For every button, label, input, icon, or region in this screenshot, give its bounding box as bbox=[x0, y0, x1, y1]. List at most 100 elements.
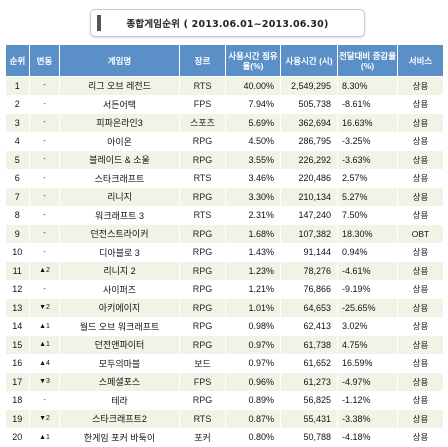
table-row[interactable]: 1- 리그 오브 레전드 RTS 40.00% 2,549,295 8.30% 상용 bbox=[5, 76, 444, 96]
rank-cell: 11 bbox=[5, 261, 30, 281]
hours-cell: 107,382 bbox=[280, 224, 338, 244]
game-name-cell: 테라 bbox=[59, 391, 180, 410]
column-header-hours[interactable]: 사용시간 (시) bbox=[280, 44, 338, 77]
rank-change-cell: - bbox=[29, 391, 60, 410]
change-rate-cell: 16.63% bbox=[337, 113, 398, 133]
table-row[interactable]: 16 ▲4 모두의마블 보드 0.97% 61,652 16.59% 상용 bbox=[5, 354, 444, 373]
table-row[interactable]: 9- 던전스트라이커 RPG 1.68% 107,382 18.30% OBT bbox=[5, 224, 444, 244]
rank-cell: 13 bbox=[5, 298, 30, 318]
table-row[interactable]: 11 ▲2 리니지 2 RPG 1.23% 78,276 -4.61% 상용 bbox=[5, 261, 444, 281]
hours-cell: 78,276 bbox=[280, 261, 338, 281]
hours-cell: 61,652 bbox=[280, 354, 338, 373]
title-accent-bar bbox=[97, 15, 101, 31]
rank-cell: 4 bbox=[5, 132, 30, 151]
table-row[interactable]: 5- 블레이드 & 소울 RPG 3.55% 226,292 -3.63% 상용 bbox=[5, 150, 444, 170]
rank-change-cell: - bbox=[29, 76, 60, 96]
column-header-share[interactable]: 사용시간 점유율(%) bbox=[225, 44, 281, 77]
hours-cell: 62,413 bbox=[280, 317, 338, 336]
genre-cell: RPG bbox=[179, 261, 226, 281]
column-header-genre[interactable]: 장르 bbox=[179, 44, 226, 77]
game-name-cell: 리니지 2 bbox=[59, 261, 180, 281]
hours-cell: 147,240 bbox=[280, 206, 338, 225]
hours-cell: 64,653 bbox=[280, 298, 338, 318]
rank-change-cell: ▼2 bbox=[29, 409, 60, 429]
column-header-move[interactable]: 변동 bbox=[29, 44, 60, 77]
genre-cell: FPS bbox=[179, 95, 226, 114]
table-row[interactable]: 6- 스타크래프트 RTS 3.46% 220,486 2.57% 상용 bbox=[5, 169, 444, 188]
genre-cell: RTS bbox=[179, 206, 226, 225]
change-rate-cell: -3.63% bbox=[337, 150, 398, 170]
table-row[interactable]: 15 ▲1 던전앤파이터 RPG 0.97% 61,738 4.75% 상용 bbox=[5, 335, 444, 355]
genre-cell: RPG bbox=[179, 335, 226, 355]
rank-cell: 18 bbox=[5, 391, 30, 410]
game-name-cell: 아키에이지 bbox=[59, 298, 180, 318]
column-header-rank[interactable]: 순위 bbox=[5, 44, 30, 77]
hours-cell: 91,144 bbox=[280, 243, 338, 262]
share-cell: 1.21% bbox=[225, 280, 281, 299]
share-cell: 0.96% bbox=[225, 372, 281, 392]
share-cell: 2.31% bbox=[225, 206, 281, 225]
page-title: 종합게임순위 ( 2013.06.01~2013.06.30) bbox=[126, 19, 329, 30]
service-cell: OBT bbox=[397, 224, 444, 244]
rank-cell: 7 bbox=[5, 187, 30, 207]
service-cell: 상용 bbox=[397, 206, 444, 225]
rank-cell: 15 bbox=[5, 335, 30, 355]
service-cell: 상용 bbox=[397, 372, 444, 392]
rank-cell: 20 bbox=[5, 428, 30, 447]
table-row[interactable]: 2- 서든어택 FPS 7.94% 505,738 -8.61% 상용 bbox=[5, 95, 444, 114]
table-row[interactable]: 17 ▼3 스페셜포스 FPS 0.96% 61,273 -4.97% 상용 bbox=[5, 372, 444, 392]
change-rate-cell: 3.02% bbox=[337, 317, 398, 336]
change-rate-cell: 5.27% bbox=[337, 187, 398, 207]
rank-change-cell: - bbox=[29, 280, 60, 299]
share-cell: 0.98% bbox=[225, 317, 281, 336]
hours-cell: 286,795 bbox=[280, 132, 338, 151]
table-row[interactable]: 18- 테라 RPG 0.89% 56,825 -1.12% 상용 bbox=[5, 391, 444, 410]
hours-cell: 55,431 bbox=[280, 409, 338, 429]
share-cell: 1.68% bbox=[225, 224, 281, 244]
rank-cell: 12 bbox=[5, 280, 30, 299]
rank-change-cell: - bbox=[29, 95, 60, 114]
table-row[interactable]: 8- 워크래프트 3 RTS 2.31% 147,240 7.50% 상용 bbox=[5, 206, 444, 225]
hours-cell: 50,788 bbox=[280, 428, 338, 447]
hours-cell: 226,292 bbox=[280, 150, 338, 170]
service-cell: 상용 bbox=[397, 150, 444, 170]
column-header-change[interactable]: 전달대비 증감율(%) bbox=[337, 44, 398, 77]
game-name-cell: 피파온라인3 bbox=[59, 113, 180, 133]
table-row[interactable]: 20 ▲1 한게임 포커 바둑이 포커 0.80% 50,788 -4.18% 상용 bbox=[5, 428, 444, 447]
table-row[interactable]: 4- 아이온 RPG 4.50% 286,795 -3.25% 상용 bbox=[5, 132, 444, 151]
share-cell: 0.97% bbox=[225, 335, 281, 355]
rank-change-cell: ▲4 bbox=[29, 354, 60, 373]
genre-cell: RPG bbox=[179, 243, 226, 262]
change-rate-cell: -1.12% bbox=[337, 391, 398, 410]
rank-change-cell: - bbox=[29, 132, 60, 151]
column-header-service[interactable]: 서비스 bbox=[397, 44, 444, 77]
change-rate-cell: -4.61% bbox=[337, 261, 398, 281]
share-cell: 3.55% bbox=[225, 150, 281, 170]
table-row[interactable]: 3- 피파온라인3 스포츠 5.69% 362,694 16.63% 상용 bbox=[5, 113, 444, 133]
column-header-name[interactable]: 게임명 bbox=[59, 44, 180, 77]
genre-cell: RTS bbox=[179, 409, 226, 429]
genre-cell: 스포츠 bbox=[179, 113, 226, 133]
table-row[interactable]: 13 ▼2 아키에이지 RPG 1.01% 64,653 -25.65% 상용 bbox=[5, 298, 444, 318]
table-row[interactable]: 7- 리니지 RPG 3.30% 210,134 5.27% 상용 bbox=[5, 187, 444, 207]
rank-cell: 2 bbox=[5, 95, 30, 114]
table-row[interactable]: 19 ▼2 스타크래프트2 RTS 0.87% 55,431 -3.38% 상용 bbox=[5, 409, 444, 429]
rank-change-cell: - bbox=[29, 169, 60, 188]
rank-cell: 1 bbox=[5, 76, 30, 96]
hours-cell: 362,694 bbox=[280, 113, 338, 133]
game-name-cell: 모두의마블 bbox=[59, 354, 180, 373]
table-row[interactable]: 12- 사이퍼즈 RPG 1.21% 76,866 -9.19% 상용 bbox=[5, 280, 444, 299]
genre-cell: RTS bbox=[179, 76, 226, 96]
service-cell: 상용 bbox=[397, 317, 444, 336]
service-cell: 상용 bbox=[397, 261, 444, 281]
genre-cell: RPG bbox=[179, 298, 226, 318]
change-rate-cell: -4.97% bbox=[337, 372, 398, 392]
share-cell: 5.69% bbox=[225, 113, 281, 133]
table-row[interactable]: 10- 디아블로 3 RPG 1.43% 91,144 0.94% 상용 bbox=[5, 243, 444, 262]
service-cell: 상용 bbox=[397, 298, 444, 318]
table-row[interactable]: 14 ▲1 월드 오브 워크래프트 RPG 0.98% 62,413 3.02% 상용 bbox=[5, 317, 444, 336]
game-name-cell: 아이온 bbox=[59, 132, 180, 151]
genre-cell: RPG bbox=[179, 391, 226, 410]
genre-cell: RTS bbox=[179, 169, 226, 188]
service-cell: 상용 bbox=[397, 428, 444, 447]
